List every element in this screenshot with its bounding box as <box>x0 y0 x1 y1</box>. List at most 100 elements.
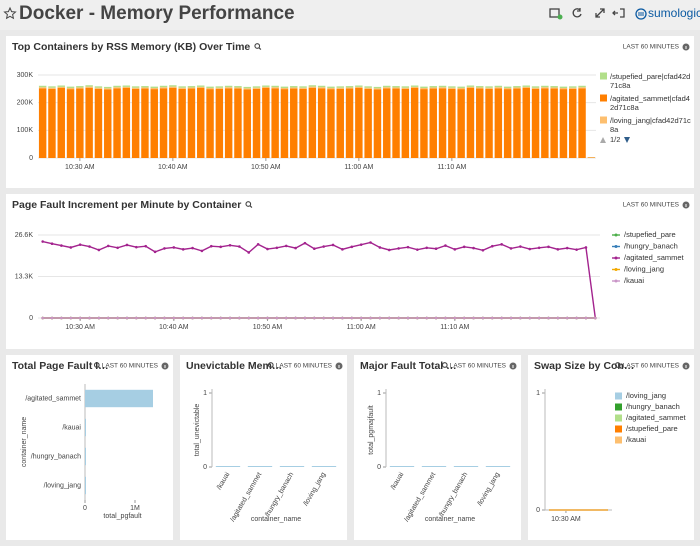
bar-segment <box>503 86 512 89</box>
bar-segment <box>355 86 363 89</box>
x-tick-label: 11:10 AM <box>440 324 469 331</box>
bar-segment <box>38 88 47 158</box>
bar-segment <box>215 86 224 88</box>
line-point <box>528 316 532 320</box>
line-point <box>584 316 588 320</box>
bar-segment <box>513 87 521 89</box>
bar-segment <box>206 86 214 89</box>
panel <box>180 355 347 540</box>
search-icon <box>614 362 621 368</box>
x-tick-label: 10:50 AM <box>253 324 283 331</box>
bar-segment <box>476 88 484 158</box>
line-point <box>594 316 597 320</box>
line-point <box>69 316 73 320</box>
line-point <box>313 316 316 320</box>
line-point <box>135 316 138 320</box>
line-point <box>556 248 560 251</box>
line-point <box>322 316 325 320</box>
bar-segment <box>578 87 586 89</box>
legend-prev[interactable] <box>600 137 606 143</box>
line-point <box>387 248 391 252</box>
line-point <box>209 244 213 248</box>
bar <box>85 389 153 408</box>
line-point <box>313 247 316 251</box>
bar-segment <box>206 89 214 158</box>
line-point <box>416 316 419 320</box>
line-point <box>490 316 494 320</box>
bar-segment <box>224 88 233 158</box>
bar-segment <box>262 85 270 87</box>
bar-segment <box>76 86 84 88</box>
bar-segment <box>197 86 205 89</box>
bar-segment <box>373 86 382 89</box>
line-point <box>331 316 335 320</box>
line-point <box>462 245 466 249</box>
line-point <box>509 247 513 250</box>
share-icon[interactable] <box>612 8 625 18</box>
bar-segment <box>364 88 372 158</box>
bar-segment <box>485 88 493 158</box>
legend-swatch <box>615 414 622 422</box>
bar-segment <box>290 87 298 89</box>
legend-label: /loving_jang <box>624 264 664 273</box>
fullscreen-icon[interactable] <box>595 8 605 18</box>
y-axis-label: total_pgmajfault <box>368 405 375 454</box>
bar-segment <box>104 86 112 89</box>
line-point <box>462 316 466 320</box>
bar <box>485 466 511 467</box>
line-point <box>88 316 91 320</box>
bar <box>389 466 415 467</box>
line-point <box>219 316 222 320</box>
favorite-star[interactable] <box>3 6 17 20</box>
bar-segment <box>66 89 75 158</box>
line-point <box>519 245 522 248</box>
y-tick-label: 1 <box>377 390 381 397</box>
bar-segment <box>550 88 558 158</box>
time-range: LAST 60 MINUTES <box>276 363 333 370</box>
bar-segment <box>85 85 93 87</box>
bar-segment <box>113 87 121 89</box>
bar-segment <box>345 86 354 88</box>
add-panel-icon[interactable] <box>549 8 560 18</box>
y-tick-label: 1 <box>203 390 207 397</box>
refresh-icon[interactable] <box>572 8 582 18</box>
bar-segment <box>327 88 335 90</box>
bar-segment <box>178 87 186 89</box>
line-point <box>144 316 148 320</box>
line-point <box>266 316 269 320</box>
legend-next[interactable] <box>624 137 630 143</box>
bar-segment <box>150 89 158 158</box>
line-point <box>556 316 560 320</box>
line-point <box>97 316 101 320</box>
search-icon <box>93 362 100 368</box>
bar-segment <box>410 88 419 158</box>
line-point <box>275 316 279 320</box>
header-icons[interactable] <box>549 8 625 20</box>
time-range: LAST 60 MINUTES <box>450 363 507 370</box>
bar-segment <box>252 87 261 89</box>
line-point <box>97 248 101 252</box>
line-point <box>500 316 503 320</box>
bar-segment <box>290 86 298 88</box>
line-point <box>153 316 157 320</box>
legend-swatch <box>615 425 622 433</box>
line-point <box>191 316 194 320</box>
y-tick-label: /kauai <box>62 424 81 431</box>
x-tick-label: 10:40 AM <box>158 164 188 171</box>
bar-segment <box>122 85 131 87</box>
line-point <box>144 244 148 248</box>
line-point <box>547 316 550 320</box>
bar-segment <box>531 86 540 88</box>
bar-segment <box>308 85 317 87</box>
bar-segment <box>280 86 289 89</box>
line-point <box>50 316 54 320</box>
y-tick-label: 0 <box>29 155 33 162</box>
y-tick-label: 1 <box>536 390 540 397</box>
bar-segment <box>252 88 261 158</box>
bar-segment <box>401 86 410 88</box>
legend-label: /agitated_sammet <box>626 413 687 422</box>
logo: sumologic <box>648 6 700 20</box>
line-point <box>425 316 429 320</box>
bar-segment <box>587 157 596 158</box>
legend-label: /hungry_banach <box>624 241 678 250</box>
